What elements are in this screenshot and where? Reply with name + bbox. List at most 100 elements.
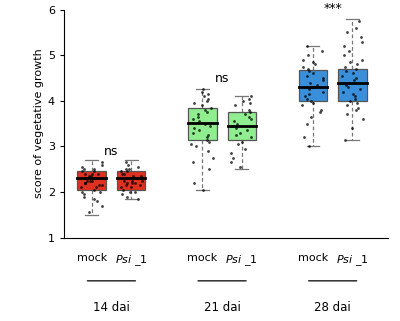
Point <box>317 109 323 115</box>
Point <box>205 96 211 101</box>
Point <box>135 164 142 169</box>
Point <box>318 107 324 112</box>
Y-axis label: score of vegetative growth: score of vegetative growth <box>34 49 44 198</box>
Point <box>237 130 243 135</box>
Point <box>310 84 316 90</box>
Point <box>349 126 356 131</box>
Point <box>320 75 326 81</box>
Point <box>123 160 130 165</box>
Point <box>341 53 348 58</box>
Point <box>353 107 360 112</box>
Point <box>344 112 350 117</box>
Point <box>87 178 93 183</box>
Point <box>202 107 208 112</box>
Point <box>352 66 359 72</box>
Point <box>129 178 136 183</box>
Point <box>246 114 252 119</box>
Point <box>124 194 130 199</box>
Point <box>206 167 212 172</box>
Point <box>232 103 238 108</box>
Point <box>78 185 84 190</box>
Point <box>137 183 144 188</box>
Point <box>204 109 210 115</box>
Point <box>234 142 241 147</box>
Point <box>134 176 140 181</box>
Point <box>305 66 311 72</box>
Point <box>90 169 97 174</box>
Point <box>200 187 206 192</box>
Text: $\it{Psi}$ _1: $\it{Psi}$ _1 <box>226 254 258 268</box>
Point <box>306 144 312 149</box>
Point <box>242 146 248 151</box>
Point <box>341 44 347 49</box>
Point <box>341 137 348 142</box>
Point <box>190 160 196 165</box>
Point <box>135 196 141 201</box>
Point <box>346 48 352 53</box>
Point <box>81 167 88 172</box>
Point <box>247 100 254 106</box>
Point <box>234 121 240 126</box>
Point <box>351 78 358 83</box>
Point <box>132 180 138 186</box>
Point <box>357 87 363 92</box>
Point <box>86 173 92 178</box>
Point <box>81 192 87 197</box>
Point <box>82 171 88 176</box>
Point <box>310 100 316 106</box>
Point <box>84 178 90 183</box>
Point <box>196 128 202 133</box>
Point <box>204 98 210 103</box>
Point <box>342 64 348 69</box>
Point <box>314 82 321 87</box>
Point <box>78 169 85 174</box>
Point <box>128 185 134 190</box>
Point <box>301 94 308 99</box>
Point <box>300 64 306 69</box>
Point <box>248 117 254 122</box>
Point <box>191 100 197 106</box>
Point <box>359 39 365 44</box>
Point <box>304 44 310 49</box>
Point <box>89 171 95 176</box>
Text: ***: *** <box>323 2 342 15</box>
Point <box>126 167 132 172</box>
Point <box>206 139 212 144</box>
Point <box>190 117 196 122</box>
Point <box>320 78 326 83</box>
Bar <box>228 112 256 140</box>
Point <box>358 34 364 39</box>
Point <box>248 135 254 140</box>
Point <box>191 180 198 186</box>
Bar <box>299 70 327 101</box>
Point <box>99 160 105 165</box>
Point <box>233 126 239 131</box>
Point <box>119 192 126 197</box>
Point <box>242 112 248 117</box>
Point <box>99 183 105 188</box>
Text: mock: mock <box>298 254 328 264</box>
Point <box>190 130 196 135</box>
Point <box>342 82 349 87</box>
Point <box>354 100 361 106</box>
Point <box>304 73 311 78</box>
Point <box>128 180 135 186</box>
Point <box>82 180 88 186</box>
Point <box>132 189 138 195</box>
Point <box>344 30 350 35</box>
Point <box>301 135 308 140</box>
Point <box>228 160 234 165</box>
Point <box>121 178 127 183</box>
Point <box>304 96 310 101</box>
Point <box>125 162 131 167</box>
Point <box>98 203 105 208</box>
Point <box>360 117 366 122</box>
Point <box>233 132 240 137</box>
Bar <box>117 171 145 190</box>
Point <box>124 180 130 186</box>
Point <box>240 98 246 103</box>
Point <box>190 126 197 131</box>
Point <box>138 176 144 181</box>
Point <box>245 107 252 112</box>
Point <box>343 69 350 74</box>
